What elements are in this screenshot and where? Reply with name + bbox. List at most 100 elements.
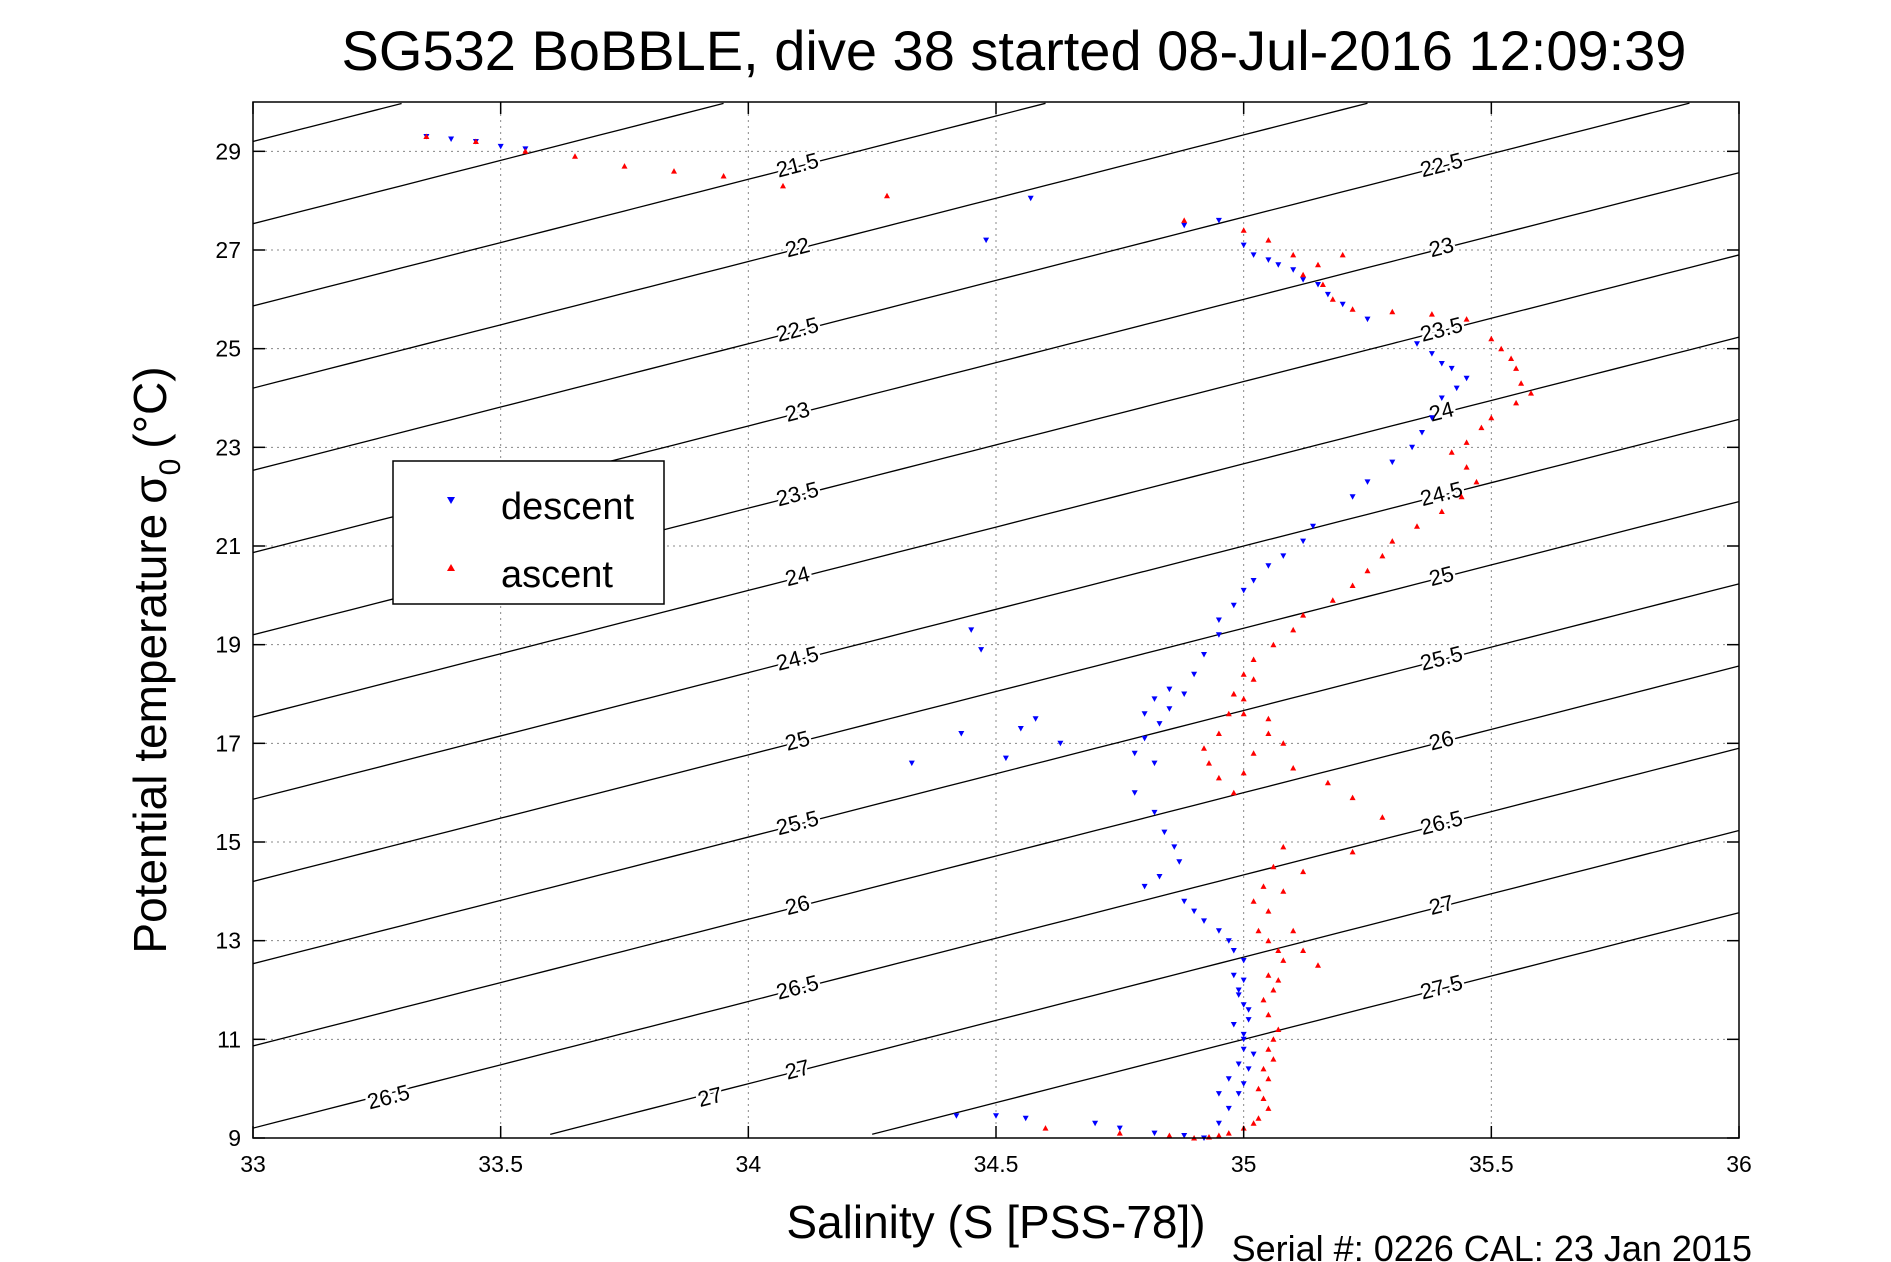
data-point-descent	[1151, 1130, 1158, 1137]
data-point-descent	[1240, 1046, 1247, 1053]
isopycnal-line	[252, 336, 1740, 718]
data-point-ascent	[1428, 311, 1435, 317]
y-tick-label: 23	[215, 434, 241, 460]
data-point-ascent	[1215, 1132, 1222, 1138]
data-point-ascent	[1280, 843, 1287, 850]
data-point-ascent	[1260, 1065, 1267, 1072]
isopycnal-line	[550, 829, 1740, 1136]
data-point-ascent	[1265, 730, 1272, 736]
data-point-ascent	[1349, 794, 1356, 801]
isopycnal-line	[252, 102, 1690, 471]
data-point-descent	[1300, 277, 1307, 283]
data-point-descent	[1225, 1105, 1232, 1112]
data-point-descent	[1265, 257, 1272, 263]
data-point-ascent	[671, 168, 677, 174]
data-point-descent	[1414, 341, 1420, 347]
data-point-descent	[1428, 415, 1435, 421]
y-tick-label: 25	[215, 336, 241, 362]
data-point-descent	[1250, 578, 1257, 584]
data-point-ascent	[1518, 380, 1525, 386]
data-point-descent	[1245, 1017, 1252, 1023]
data-point-descent	[1409, 444, 1416, 451]
data-point-ascent	[472, 138, 479, 144]
data-point-descent	[1166, 686, 1173, 693]
data-point-descent	[1235, 1061, 1242, 1067]
data-point-ascent	[1275, 977, 1282, 983]
data-point-descent	[1215, 632, 1222, 638]
data-point-ascent	[1215, 774, 1222, 781]
data-point-ascent	[1215, 730, 1222, 736]
data-point-ascent	[1265, 1046, 1272, 1052]
data-point-descent	[1428, 351, 1435, 357]
data-point-ascent	[1166, 1132, 1173, 1138]
data-point-descent	[1181, 898, 1188, 905]
data-point-descent	[1419, 430, 1425, 436]
data-point-ascent	[1414, 523, 1420, 529]
data-point-descent	[1275, 262, 1282, 268]
data-point-ascent	[1280, 740, 1287, 746]
data-point-ascent	[1255, 1115, 1262, 1121]
data-point-ascent	[1265, 1075, 1272, 1082]
data-point-descent	[448, 136, 455, 142]
chart-title: SG532 BoBBLE, dive 38 started 08-Jul-201…	[342, 19, 1687, 82]
data-point-ascent	[1349, 848, 1356, 855]
data-point-ascent	[1513, 399, 1520, 406]
data-point-descent	[1002, 755, 1009, 762]
data-point-descent	[1235, 987, 1242, 993]
y-tick-label: 9	[228, 1125, 241, 1151]
data-point-ascent	[1339, 251, 1346, 258]
isopycnal-line	[252, 102, 402, 143]
data-point-ascent	[1225, 1130, 1232, 1136]
data-point-ascent	[1300, 271, 1307, 278]
x-tick-label: 35.5	[1469, 1151, 1514, 1177]
data-point-descent	[958, 731, 965, 737]
data-point-descent	[1235, 1091, 1242, 1097]
data-point-ascent	[1389, 308, 1396, 315]
data-point-ascent	[1473, 478, 1480, 485]
legend-entry-ascent: ascent	[501, 554, 613, 596]
data-point-descent	[968, 627, 975, 633]
data-point-descent	[1201, 652, 1207, 658]
data-point-descent	[1230, 948, 1237, 954]
data-point-ascent	[1275, 1026, 1282, 1032]
data-point-descent	[1230, 1022, 1237, 1028]
data-point-ascent	[1319, 281, 1326, 287]
y-tick-label: 17	[215, 730, 241, 756]
data-point-descent	[1141, 883, 1148, 890]
y-tick-label: 13	[215, 928, 241, 954]
data-point-ascent	[1300, 868, 1307, 875]
data-point-descent	[1438, 361, 1445, 367]
data-point-descent	[1191, 671, 1198, 678]
y-tick-label: 11	[217, 1026, 241, 1052]
data-point-ascent	[1458, 493, 1465, 500]
data-point-ascent	[1265, 937, 1272, 944]
data-point-ascent	[1379, 552, 1386, 559]
data-point-descent	[978, 647, 985, 653]
data-point-descent	[1151, 760, 1158, 767]
data-point-descent	[1250, 252, 1257, 258]
data-point-descent	[1290, 267, 1297, 273]
data-point-descent	[1161, 829, 1168, 836]
data-point-ascent	[1438, 508, 1445, 514]
x-tick-label: 33.5	[478, 1151, 523, 1177]
data-point-ascent	[1275, 947, 1282, 953]
data-point-ascent	[1116, 1130, 1123, 1136]
data-point-ascent	[1448, 449, 1455, 455]
data-point-ascent	[1250, 676, 1257, 682]
y-axis-label-subscript: 0	[154, 459, 187, 476]
data-point-ascent	[1498, 345, 1505, 352]
y-tick-label: 29	[215, 138, 241, 164]
data-point-descent	[1141, 735, 1148, 742]
data-point-descent	[1225, 1076, 1232, 1082]
data-point-ascent	[1270, 1056, 1277, 1062]
data-point-ascent	[1290, 626, 1297, 633]
data-point-descent	[983, 237, 990, 244]
data-point-ascent	[1478, 424, 1485, 431]
data-point-descent	[1240, 1031, 1247, 1038]
data-point-ascent	[1364, 567, 1371, 574]
data-point-ascent	[1324, 779, 1331, 786]
data-point-descent	[1453, 385, 1460, 392]
y-tick-label: 15	[215, 829, 241, 855]
y-axis-label-symbol: σ	[124, 475, 176, 503]
data-point-ascent	[1250, 1120, 1257, 1126]
